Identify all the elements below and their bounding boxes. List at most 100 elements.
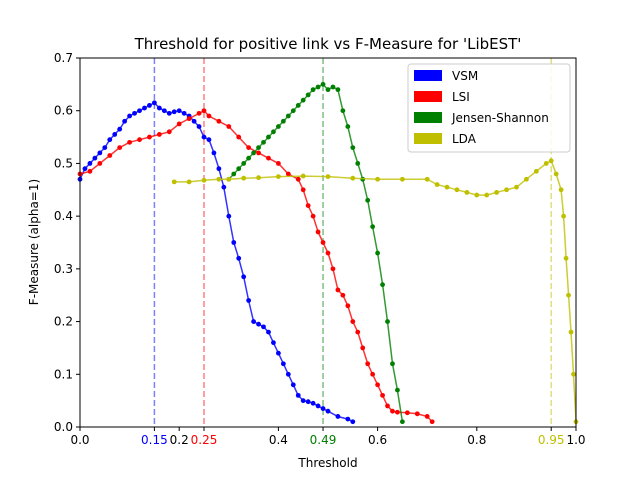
data-point bbox=[266, 134, 271, 140]
data-point bbox=[261, 324, 266, 330]
data-point bbox=[561, 213, 566, 219]
data-point bbox=[548, 158, 554, 164]
data-point bbox=[271, 129, 276, 135]
data-point bbox=[295, 103, 301, 108]
data-point bbox=[385, 403, 390, 409]
data-point bbox=[300, 398, 306, 404]
data-point bbox=[276, 124, 281, 129]
data-point bbox=[335, 87, 341, 93]
data-point bbox=[285, 371, 291, 377]
x-tick-label: 0.4 bbox=[269, 433, 288, 447]
data-point bbox=[226, 124, 232, 129]
data-point bbox=[504, 187, 509, 193]
data-point bbox=[305, 399, 311, 405]
data-point bbox=[142, 105, 147, 111]
data-point bbox=[137, 137, 142, 143]
data-point bbox=[464, 190, 470, 195]
data-point bbox=[196, 124, 202, 129]
data-point bbox=[571, 371, 576, 377]
data-point bbox=[201, 177, 207, 183]
data-point bbox=[315, 84, 321, 90]
data-point bbox=[414, 411, 420, 417]
data-point bbox=[97, 150, 103, 156]
legend-label: LSI bbox=[452, 90, 470, 104]
data-point bbox=[156, 132, 162, 137]
x-tick-label: 0.25 bbox=[191, 433, 218, 447]
data-point bbox=[156, 105, 162, 111]
data-point bbox=[246, 155, 252, 161]
data-point bbox=[350, 419, 356, 425]
data-point bbox=[315, 229, 321, 235]
data-point bbox=[147, 134, 152, 140]
data-point bbox=[280, 361, 286, 367]
data-point bbox=[201, 108, 207, 114]
data-point bbox=[360, 345, 366, 351]
data-point bbox=[226, 176, 232, 182]
data-point bbox=[246, 145, 252, 151]
data-point bbox=[395, 387, 400, 393]
data-point bbox=[285, 113, 291, 119]
y-axis-label: F-Measure (alpha=1) bbox=[27, 179, 41, 305]
data-point bbox=[216, 176, 222, 182]
y-tick-label: 0.1 bbox=[54, 367, 73, 381]
data-point bbox=[171, 109, 177, 115]
legend: VSM LSI Jensen-Shannon LDA bbox=[407, 63, 571, 153]
data-point bbox=[325, 250, 331, 256]
y-tick-label: 0.3 bbox=[54, 262, 73, 276]
data-point bbox=[266, 329, 271, 335]
data-point bbox=[566, 292, 571, 298]
data-point bbox=[87, 168, 93, 174]
data-point bbox=[345, 124, 351, 129]
data-point bbox=[280, 118, 286, 124]
data-point bbox=[390, 361, 395, 367]
y-tick-label: 0.0 bbox=[54, 420, 73, 434]
data-point bbox=[82, 166, 88, 172]
data-point bbox=[256, 175, 261, 181]
data-point bbox=[290, 108, 296, 114]
data-point bbox=[166, 110, 172, 116]
data-point bbox=[117, 145, 123, 151]
data-point bbox=[117, 126, 123, 132]
data-point bbox=[166, 129, 172, 135]
data-point bbox=[400, 419, 405, 425]
data-point bbox=[92, 155, 98, 161]
data-point bbox=[434, 182, 440, 187]
data-point bbox=[246, 298, 252, 303]
data-point bbox=[97, 161, 103, 166]
data-point bbox=[161, 108, 167, 114]
data-point bbox=[256, 321, 261, 327]
data-point bbox=[325, 87, 331, 93]
data-point bbox=[474, 192, 480, 198]
series-group bbox=[77, 100, 356, 425]
data-point bbox=[320, 240, 326, 245]
data-point bbox=[236, 255, 242, 261]
data-point bbox=[300, 97, 306, 103]
data-point bbox=[340, 292, 346, 298]
data-point bbox=[320, 406, 326, 411]
data-point bbox=[365, 197, 371, 203]
data-point bbox=[132, 110, 137, 116]
data-point bbox=[355, 161, 361, 166]
data-point bbox=[365, 361, 371, 367]
legend-box bbox=[407, 63, 571, 153]
data-point bbox=[424, 414, 430, 419]
y-tick-label: 0.6 bbox=[54, 104, 73, 118]
data-point bbox=[310, 87, 316, 93]
data-point bbox=[256, 145, 261, 151]
data-point bbox=[355, 329, 361, 335]
data-point bbox=[400, 176, 405, 182]
data-point bbox=[276, 350, 281, 356]
data-point bbox=[147, 103, 152, 108]
data-point bbox=[241, 274, 247, 280]
data-point bbox=[370, 224, 376, 230]
data-point bbox=[221, 184, 227, 190]
data-point bbox=[122, 118, 128, 124]
data-point bbox=[251, 319, 256, 324]
data-point bbox=[231, 240, 237, 245]
data-point bbox=[380, 392, 385, 398]
legend-label: LDA bbox=[452, 132, 477, 146]
data-point bbox=[350, 145, 356, 151]
data-point bbox=[395, 409, 400, 415]
data-point bbox=[484, 192, 490, 198]
